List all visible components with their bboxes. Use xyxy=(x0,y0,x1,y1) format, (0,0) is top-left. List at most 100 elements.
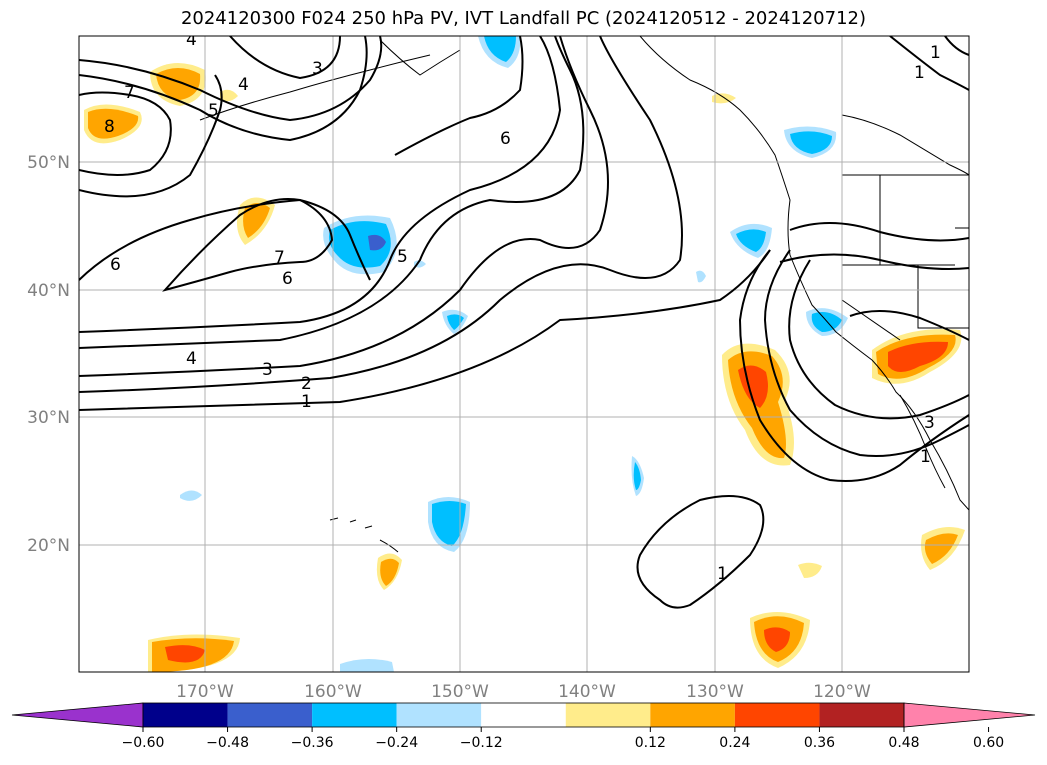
colorbar-segment xyxy=(650,703,735,727)
contour-label: 6 xyxy=(110,255,121,275)
colorbar-segment xyxy=(819,703,904,727)
contour-11 xyxy=(79,36,368,142)
colorbar: −0.60 −0.48 −0.36 −0.24 −0.12 0.12 0.24 0.36 0.4… xyxy=(11,702,1036,751)
plot-frame xyxy=(78,35,970,673)
contour-22 xyxy=(849,309,969,341)
shade-neg-e-inner xyxy=(432,501,466,546)
lon-label: 160°W xyxy=(304,682,362,702)
shade-pos-k xyxy=(712,93,736,104)
colorbar-tick-label: 0.12 xyxy=(635,735,666,751)
colorbar-tick-label: −0.48 xyxy=(206,735,249,751)
shade-pos-l xyxy=(220,89,238,102)
contour-17 xyxy=(789,222,969,242)
contour-label: 1 xyxy=(920,447,931,467)
contour-20 xyxy=(944,36,969,56)
colorbar-tick-label: 0.48 xyxy=(888,735,919,751)
colorbar-extend-max xyxy=(903,702,1036,728)
shade-pos-h-core xyxy=(764,627,790,652)
shade-neg-b-core xyxy=(368,234,386,251)
contour-9 xyxy=(79,74,223,198)
colorbar-segment xyxy=(312,703,397,727)
colorbar-segment xyxy=(143,703,228,727)
contour-label: 2 xyxy=(301,374,312,394)
lon-label: 150°W xyxy=(431,682,489,702)
north-america-coast xyxy=(639,36,969,511)
contour-label: 5 xyxy=(397,247,408,267)
contour-1 xyxy=(79,249,771,411)
colorbar-segment xyxy=(734,703,820,727)
shade-neg-h-inner xyxy=(633,462,641,490)
bc-coast-islands xyxy=(841,114,969,176)
shade-neg-b-mid xyxy=(329,221,391,268)
contour-16 xyxy=(788,259,969,420)
contour-3 xyxy=(79,36,609,377)
shade-pos-b-inner xyxy=(88,108,139,139)
lon-label: 140°W xyxy=(558,682,616,702)
contour-label: 4 xyxy=(238,75,249,95)
contour-label: 6 xyxy=(282,269,293,289)
lon-axis: 170°W 160°W 150°W 140°W 130°W 120°W xyxy=(176,682,871,702)
lon-label: 120°W xyxy=(813,682,871,702)
contour-label: 6 xyxy=(500,129,511,149)
contour-15 xyxy=(763,249,969,457)
lon-label: 130°W xyxy=(686,682,744,702)
contour-13 xyxy=(394,36,524,156)
contour-label: 5 xyxy=(208,101,219,121)
contour-2 xyxy=(79,36,683,393)
shade-pos-f-inner xyxy=(380,558,399,586)
shade-neg-k xyxy=(696,270,706,283)
contour-19 xyxy=(889,36,969,91)
pv-contours xyxy=(79,36,969,609)
hawaii-islands xyxy=(329,517,399,553)
contour-label: 8 xyxy=(104,117,115,137)
ivt-shading xyxy=(84,36,965,672)
contour-label: 7 xyxy=(274,248,285,268)
colorbar-segment xyxy=(396,703,482,727)
lat-label: 30°N xyxy=(27,408,70,428)
lat-axis: 50°N 40°N 30°N 20°N xyxy=(27,153,70,556)
contour-6 xyxy=(79,198,371,281)
contour-4 xyxy=(79,36,585,349)
contour-5 xyxy=(79,36,562,333)
contour-21 xyxy=(636,495,765,609)
colorbar-frame xyxy=(142,702,905,728)
lat-label: 20°N xyxy=(27,536,70,556)
shade-pos-c-inner xyxy=(243,203,270,238)
contour-12 xyxy=(229,36,341,80)
baja-coast xyxy=(899,394,946,489)
contour-14 xyxy=(738,249,969,482)
shade-pos-e-core xyxy=(888,341,948,372)
shade-pos-j xyxy=(798,562,822,578)
shade-neg-d-inner xyxy=(736,229,766,252)
shade-neg-a-inner xyxy=(484,36,516,62)
contour-label: 1 xyxy=(930,43,941,63)
contour-label: 3 xyxy=(924,413,935,433)
contour-label: 3 xyxy=(262,360,273,380)
contour-label: 4 xyxy=(186,30,197,50)
colorbar-tick-label: 0.60 xyxy=(973,735,1004,751)
shade-pos-g-core xyxy=(165,645,205,663)
contour-label: 1 xyxy=(717,564,728,584)
shade-pos-i-inner xyxy=(924,533,958,564)
contour-7 xyxy=(162,198,334,292)
lat-label: 40°N xyxy=(27,281,70,301)
colorbar-extend-min xyxy=(11,702,144,728)
shade-pos-a-inner xyxy=(156,68,201,100)
colorbar-segment xyxy=(481,703,566,727)
contour-8 xyxy=(79,91,172,176)
contour-label-group: 4 3 7 8 4 5 6 7 6 6 5 4 3 2 1 1 1 1 3 1 xyxy=(104,30,941,584)
contour-label: 3 xyxy=(312,59,323,79)
colorbar-tick-label: −0.60 xyxy=(122,735,165,751)
graticule xyxy=(79,36,969,672)
contour-10 xyxy=(79,36,383,122)
contour-18 xyxy=(779,253,969,270)
alaska-coast xyxy=(379,39,461,76)
colorbar-tick-label: −0.36 xyxy=(291,735,334,751)
contour-label: 4 xyxy=(186,349,197,369)
contour-label: 7 xyxy=(124,83,135,103)
shade-neg-c-inner xyxy=(790,131,832,154)
colorbar-tick-label: −0.24 xyxy=(375,735,418,751)
colorbar-segment xyxy=(565,703,651,727)
colorbar-tick-label: −0.12 xyxy=(460,735,503,751)
